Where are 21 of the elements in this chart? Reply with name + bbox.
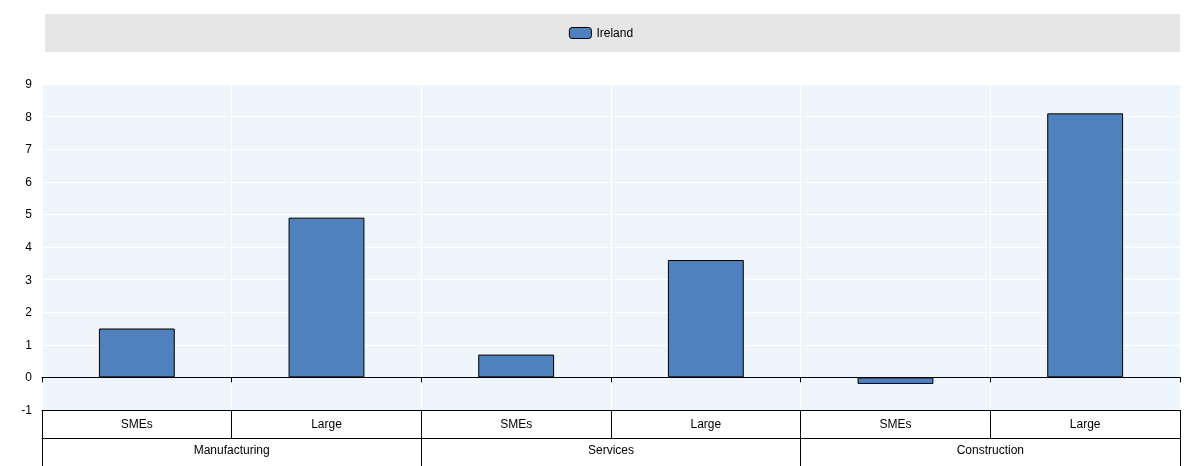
x-tick-label: SMEs <box>120 417 153 431</box>
legend-label: Ireland <box>596 26 634 40</box>
y-tick-label: 6 <box>25 174 33 189</box>
y-tick-label: 3 <box>25 272 33 287</box>
y-tick-label: 5 <box>25 207 33 222</box>
y-tick-label: 9 <box>25 77 33 91</box>
text: Services <box>587 443 635 457</box>
x-tick-label: SMEs <box>879 417 912 431</box>
y-tick-label: 8 <box>25 109 33 124</box>
y-tick-label: 0 <box>25 370 33 385</box>
x-tick-label: Large <box>1069 417 1101 431</box>
y-tick-label: 1 <box>25 337 33 352</box>
y-tick-label: 2 <box>25 305 33 320</box>
x-tick-label: Large <box>311 417 343 431</box>
y-tick-label: 4 <box>25 240 33 254</box>
x-tick-label: Large <box>690 417 722 431</box>
x-tick-label: SMEs <box>500 417 533 431</box>
y-tick-label: -1 <box>21 403 33 417</box>
y-tick-label: 7 <box>25 142 33 157</box>
text: Construction <box>956 443 1025 457</box>
text: Manufacturing <box>193 443 270 457</box>
